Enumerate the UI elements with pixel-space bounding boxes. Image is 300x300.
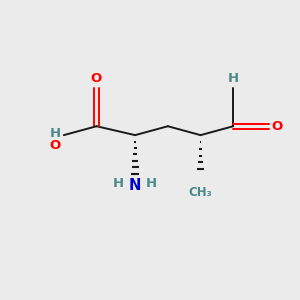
- Text: H: H: [113, 177, 124, 190]
- Text: H: H: [228, 72, 239, 85]
- Text: O: O: [91, 72, 102, 85]
- Text: O: O: [272, 120, 283, 133]
- Text: O: O: [50, 139, 61, 152]
- Text: H: H: [146, 177, 157, 190]
- Text: CH₃: CH₃: [189, 186, 212, 199]
- Text: N: N: [129, 178, 141, 193]
- Text: H: H: [50, 127, 61, 140]
